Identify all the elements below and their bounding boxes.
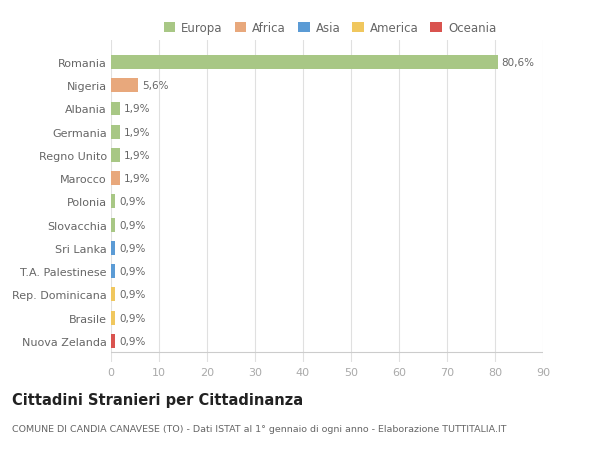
Bar [111, 241, 115, 255]
Bar [111, 79, 138, 93]
Legend: Europa, Africa, Asia, America, Oceania: Europa, Africa, Asia, America, Oceania [161, 20, 499, 37]
Text: 0,9%: 0,9% [119, 290, 146, 300]
Bar [111, 334, 115, 348]
Bar [111, 218, 115, 232]
Text: 0,9%: 0,9% [119, 313, 146, 323]
Text: 1,9%: 1,9% [124, 174, 151, 184]
Bar [111, 125, 120, 140]
Bar [111, 102, 120, 116]
Bar [111, 195, 115, 209]
Text: 0,9%: 0,9% [119, 267, 146, 276]
Bar [111, 149, 120, 162]
Text: COMUNE DI CANDIA CANAVESE (TO) - Dati ISTAT al 1° gennaio di ogni anno - Elabora: COMUNE DI CANDIA CANAVESE (TO) - Dati IS… [12, 425, 506, 434]
Text: 1,9%: 1,9% [124, 151, 151, 161]
Bar [111, 56, 498, 70]
Text: 80,6%: 80,6% [502, 58, 535, 68]
Text: 0,9%: 0,9% [119, 243, 146, 253]
Text: 1,9%: 1,9% [124, 128, 151, 137]
Text: 0,9%: 0,9% [119, 220, 146, 230]
Text: 0,9%: 0,9% [119, 197, 146, 207]
Text: 5,6%: 5,6% [142, 81, 168, 91]
Text: 1,9%: 1,9% [124, 104, 151, 114]
Bar [111, 264, 115, 279]
Bar [111, 311, 115, 325]
Bar [111, 172, 120, 186]
Text: Cittadini Stranieri per Cittadinanza: Cittadini Stranieri per Cittadinanza [12, 392, 303, 408]
Text: 0,9%: 0,9% [119, 336, 146, 346]
Bar [111, 288, 115, 302]
